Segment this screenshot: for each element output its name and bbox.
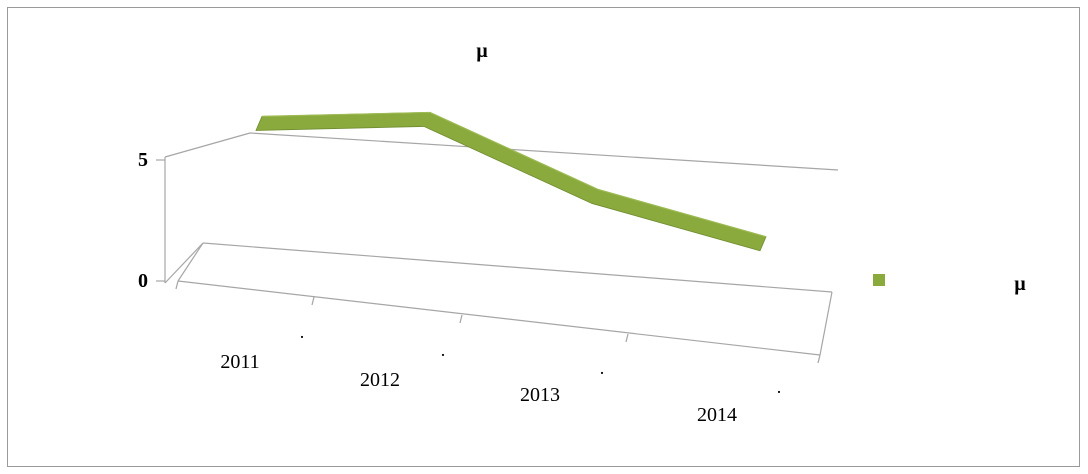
floor-front-edge <box>177 280 821 356</box>
x-tick-label: 2011 <box>220 351 259 373</box>
x-tick-sublabel: . <box>300 322 305 342</box>
floor-back-edge <box>202 242 833 293</box>
floor-left-edge <box>177 242 204 282</box>
x-tick-label: 2014 <box>697 404 737 426</box>
legend-swatch <box>873 274 885 286</box>
wall-left-top-edge <box>164 132 251 158</box>
x-tick-mark <box>311 296 315 306</box>
x-tick-sublabel: . <box>600 358 605 378</box>
x-tick-sublabel: . <box>777 377 782 397</box>
chart-title: µ <box>476 40 488 62</box>
series-line-top <box>261 111 767 238</box>
x-tick-mark <box>625 333 629 343</box>
floor-left-extension <box>164 242 204 284</box>
x-tick-mark <box>175 280 179 290</box>
chart-frame <box>7 7 1080 467</box>
x-tick-sublabel: . <box>441 340 446 360</box>
y-axis: 05 <box>138 149 165 292</box>
series-group <box>255 111 767 252</box>
floor-right-edge <box>819 291 833 356</box>
legend-label: µ <box>1014 273 1026 295</box>
chart-walls <box>164 132 839 356</box>
legend: µ <box>873 273 1026 295</box>
y-tick-label: 0 <box>138 270 148 292</box>
x-tick-mark <box>459 314 463 324</box>
x-axis: 2011. 2012. 2013. 2014. <box>175 280 821 426</box>
series-ribbon <box>255 112 767 252</box>
wall-top-edge <box>249 132 839 171</box>
x-tick-label: 2012 <box>360 369 400 391</box>
y-tick-label: 5 <box>138 149 148 171</box>
x-tick-mark <box>817 354 821 364</box>
x-tick-label: 2013 <box>520 384 560 406</box>
